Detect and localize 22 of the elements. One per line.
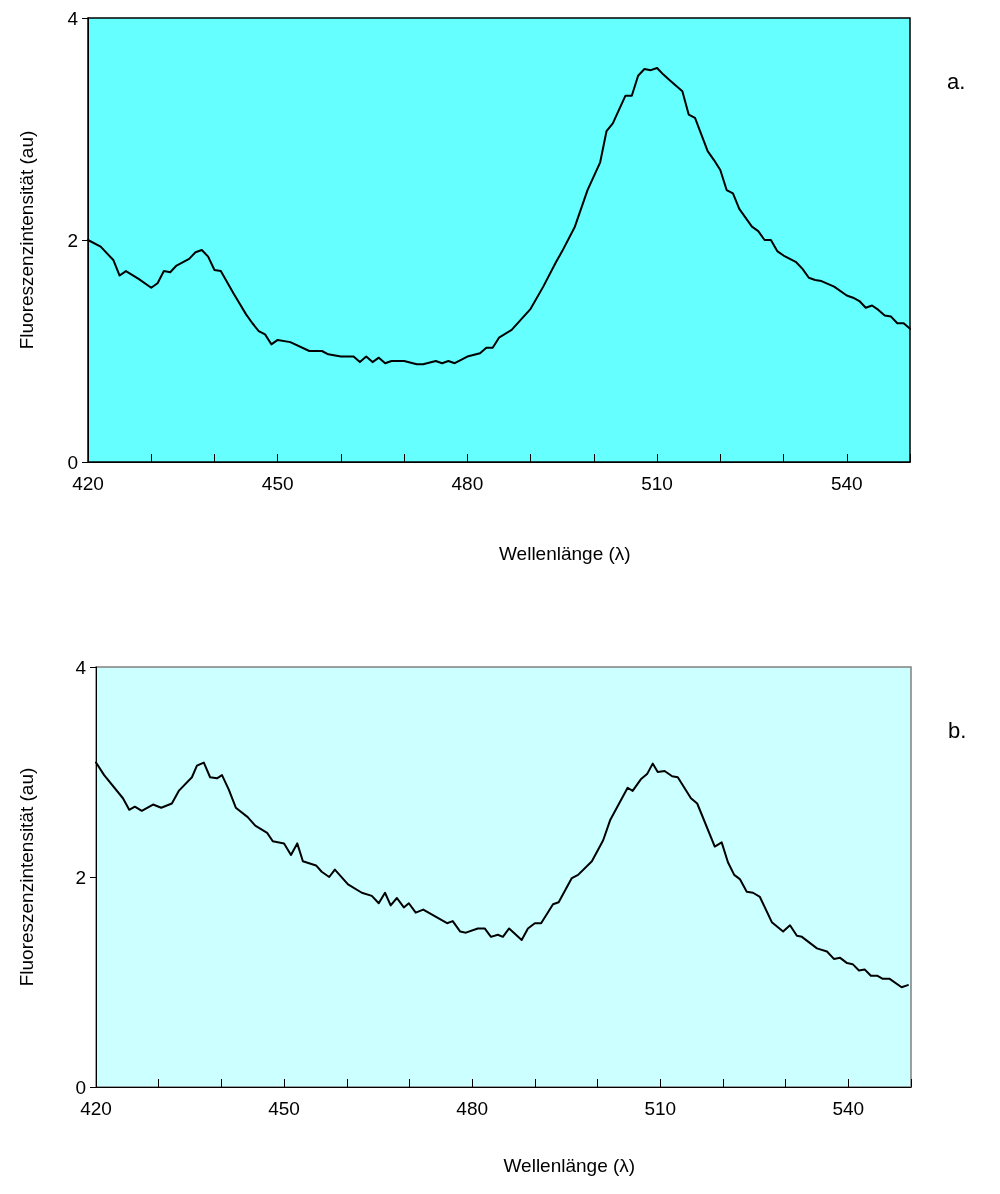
y-tick-label: 2 <box>75 866 86 888</box>
x-axis-title: Wellenlänge (λ) <box>503 1155 636 1176</box>
x-tick-label: 420 <box>72 473 104 494</box>
y-axis-title: Fluoreszenzintensität (au) <box>15 767 37 987</box>
text: b. <box>948 717 967 743</box>
x-tick-label: 450 <box>268 1098 300 1119</box>
x-tick-label: 420 <box>80 1098 112 1119</box>
y-tick-label: 4 <box>75 656 87 678</box>
y-tick-label: 2 <box>67 229 78 251</box>
x-tick-label: 450 <box>261 473 294 494</box>
y-tick-label: 0 <box>75 1076 86 1098</box>
y-axis-title: Fluoreszenzintensität (au) <box>15 130 37 350</box>
text: a. <box>947 68 966 94</box>
x-tick-label: 540 <box>832 1098 865 1119</box>
x-tick-label: 540 <box>830 473 863 494</box>
x-tick-label: 480 <box>451 473 484 494</box>
x-axis-title: Wellenlänge (λ) <box>499 543 631 564</box>
x-tick-label: 480 <box>456 1098 489 1119</box>
x-tick-label: 510 <box>641 473 673 494</box>
y-tick-label: 0 <box>67 451 78 473</box>
x-tick-label: 510 <box>644 1098 677 1119</box>
y-tick-label: 4 <box>67 7 79 29</box>
